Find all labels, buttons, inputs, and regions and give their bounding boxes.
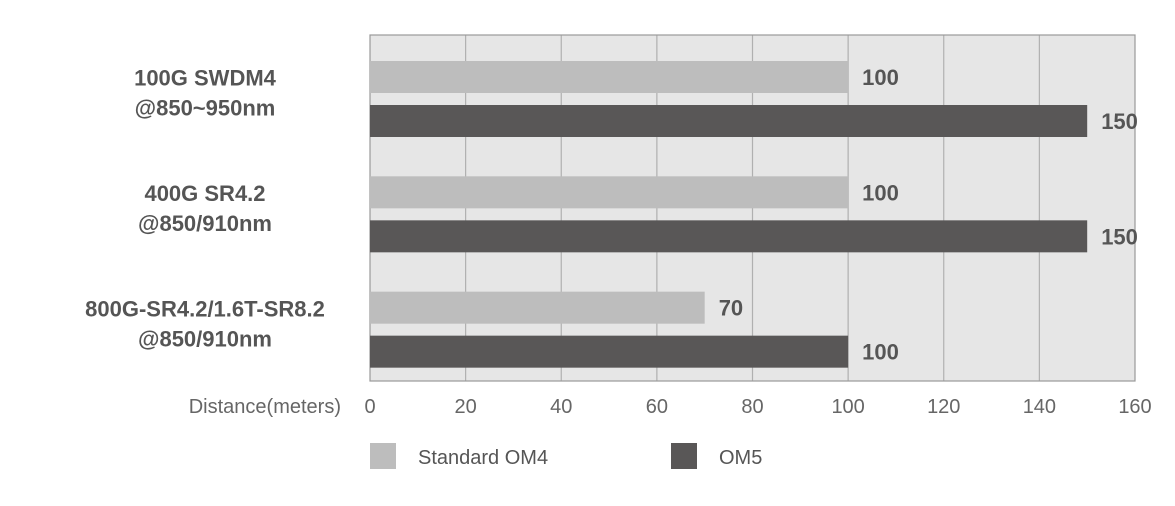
bar-om4 <box>370 176 849 209</box>
category-label: 400G SR4.2 <box>144 181 265 206</box>
x-tick-label: 120 <box>927 396 960 418</box>
bar-om4 <box>370 61 849 93</box>
category-label: @850~950nm <box>135 96 276 121</box>
bar-value-label: 150 <box>1101 224 1138 249</box>
x-tick-label: 140 <box>1023 396 1056 418</box>
category-label: @850/910nm <box>138 211 272 236</box>
x-tick-label: 160 <box>1118 396 1151 418</box>
bar-om5 <box>370 220 1088 253</box>
legend-label: Standard OM4 <box>418 447 548 469</box>
x-tick-label: 60 <box>646 396 668 418</box>
category-label: 100G SWDM4 <box>134 66 277 91</box>
legend-label: OM5 <box>719 447 762 469</box>
bar-value-label: 100 <box>862 65 899 90</box>
bar-om4 <box>370 291 705 324</box>
category-label: 800G-SR4.2/1.6T-SR8.2 <box>85 296 325 321</box>
bar-om5 <box>370 335 849 368</box>
x-tick-label: 0 <box>364 396 375 418</box>
x-tick-label: 40 <box>550 396 572 418</box>
bar-value-label: 100 <box>862 340 899 365</box>
bar-om5 <box>370 105 1088 137</box>
x-tick-label: 80 <box>741 396 763 418</box>
bar-value-label: 70 <box>719 296 743 321</box>
category-label: @850/910nm <box>138 326 272 351</box>
x-tick-label: 100 <box>831 396 864 418</box>
x-axis-title: Distance(meters) <box>189 396 341 418</box>
bar-value-label: 100 <box>862 180 899 205</box>
bar-value-label: 150 <box>1101 109 1138 134</box>
x-tick-label: 20 <box>455 396 477 418</box>
legend-swatch-om5 <box>671 443 697 469</box>
legend-swatch-om4 <box>370 443 396 469</box>
